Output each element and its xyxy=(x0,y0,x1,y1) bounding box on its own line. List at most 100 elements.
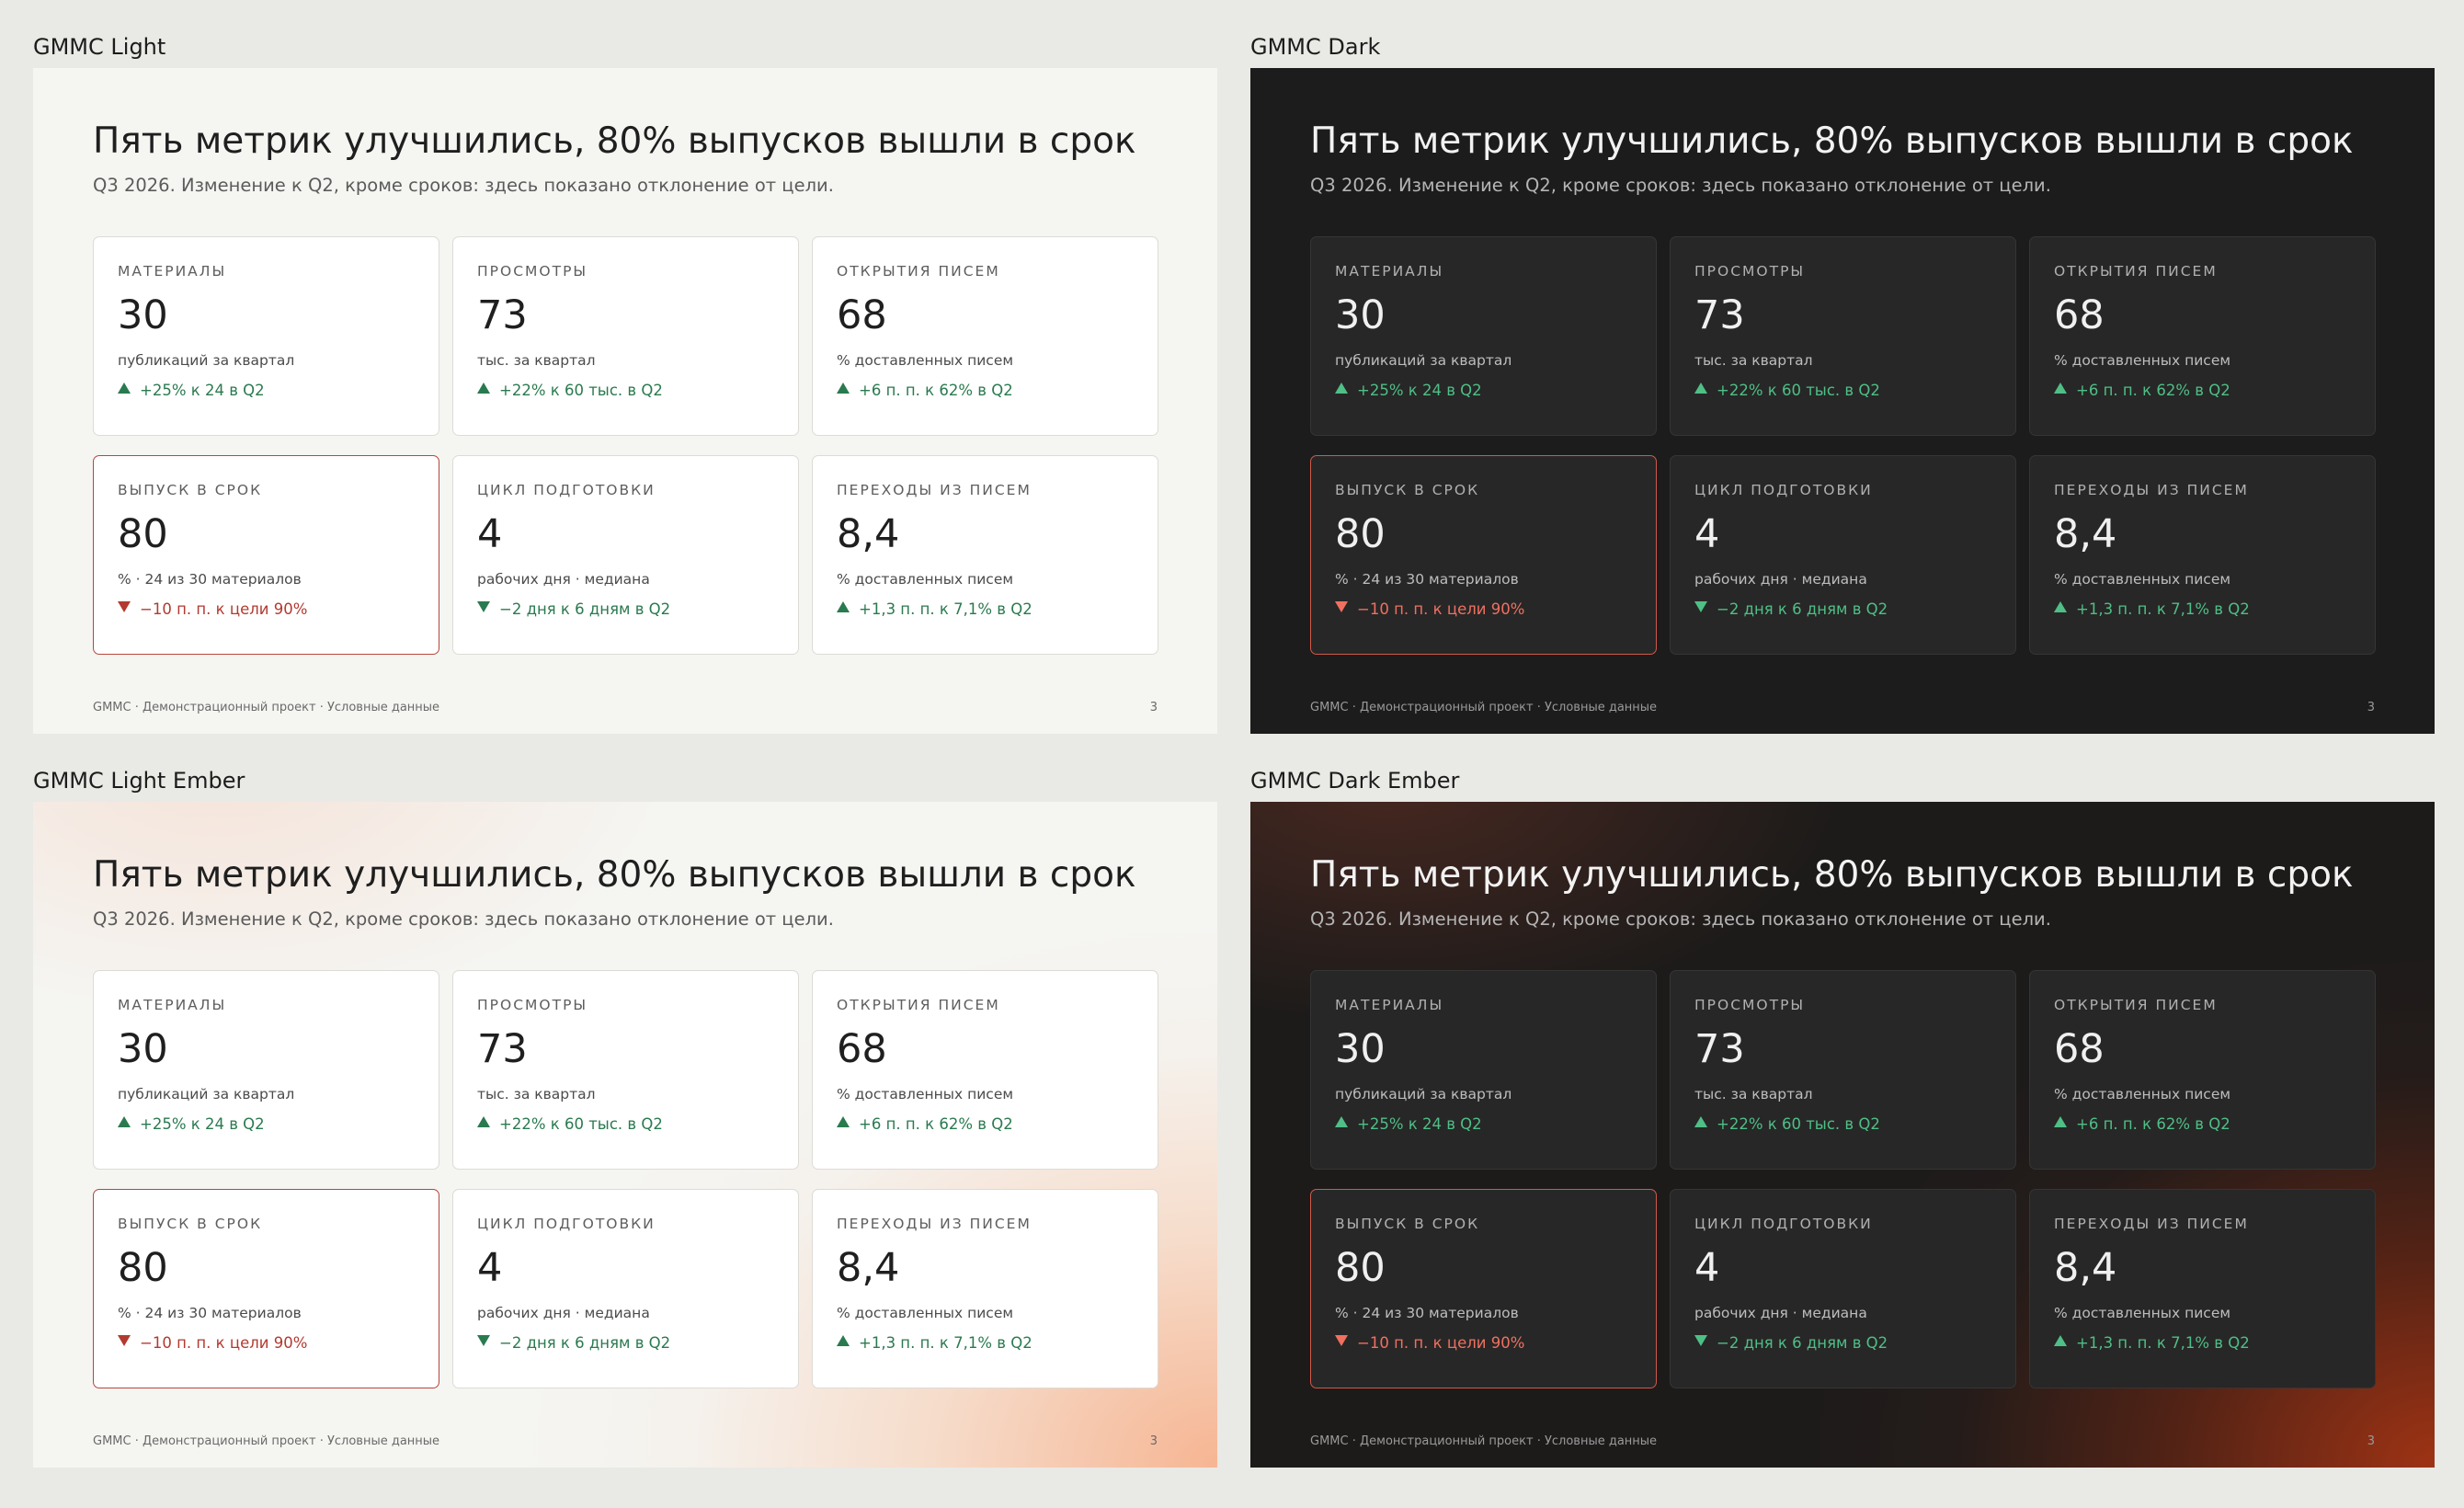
kpi-unit: % доставленных писем xyxy=(2054,1305,2231,1321)
kpi-value: 68 xyxy=(2054,292,2105,338)
page-number: 3 xyxy=(1149,1434,1158,1448)
kpi-delta: −2 дня к 6 дням в Q2 xyxy=(477,600,774,620)
kpi-unit: % доставленных писем xyxy=(2054,352,2231,369)
kpi-delta-text: +22% к 60 тыс. в Q2 xyxy=(1717,382,1880,399)
kpi-unit: % · 24 из 30 материалов xyxy=(1335,1305,1519,1321)
kpi-value: 4 xyxy=(477,1245,503,1291)
kpi-delta: +22% к 60 тыс. в Q2 xyxy=(1694,1114,1991,1135)
slide-title: Пять метрик улучшились, 80% выпусков выш… xyxy=(93,854,1136,896)
kpi-card-email-clicks: ПЕРЕХОДЫ ИЗ ПИСЕМ 8,4 % доставленных писем… xyxy=(812,1189,1158,1388)
kpi-value: 73 xyxy=(1694,1026,1745,1072)
kpi-value: 73 xyxy=(477,1026,528,1072)
kpi-unit: тыс. за квартал xyxy=(477,1086,596,1102)
kpi-card-prep-cycle: ЦИКЛ ПОДГОТОВКИ 4 рабочих дня · медиана −2 … xyxy=(1670,1189,2016,1388)
triangle-up-icon xyxy=(2054,601,2067,612)
kpi-label: ОТКРЫТИЯ ПИСЕМ xyxy=(837,997,1000,1013)
kpi-unit: % · 24 из 30 материалов xyxy=(118,1305,302,1321)
kpi-value: 30 xyxy=(118,292,168,338)
kpi-unit: % доставленных писем xyxy=(837,1086,1014,1102)
kpi-value: 68 xyxy=(837,1026,887,1072)
triangle-up-icon xyxy=(837,383,850,394)
kpi-value: 8,4 xyxy=(2054,1245,2117,1291)
panel-label: GMMC Dark Ember xyxy=(1250,768,1460,794)
kpi-delta: −10 п. п. к цели 90% xyxy=(118,1333,415,1354)
kpi-delta: +6 п. п. к 62% в Q2 xyxy=(2054,381,2351,401)
kpi-delta-text: −2 дня к 6 дням в Q2 xyxy=(1717,1334,1888,1352)
kpi-delta: −2 дня к 6 дням в Q2 xyxy=(1694,600,1991,620)
kpi-label: ПРОСМОТРЫ xyxy=(1694,263,1806,280)
kpi-unit: % доставленных писем xyxy=(837,352,1014,369)
panel-label: GMMC Light Ember xyxy=(33,768,245,794)
triangle-down-icon xyxy=(1335,601,1348,612)
kpi-unit: тыс. за квартал xyxy=(1694,1086,1813,1102)
slide-footer: GMMC · Демонстрационный проект · Условны… xyxy=(1310,701,1658,714)
kpi-label: МАТЕРИАЛЫ xyxy=(1335,997,1444,1013)
slide-preview[interactable]: Пять метрик улучшились, 80% выпусков выш… xyxy=(33,802,1217,1468)
panel-label: GMMC Dark xyxy=(1250,34,1381,60)
kpi-delta: +25% к 24 в Q2 xyxy=(1335,1114,1632,1135)
triangle-up-icon xyxy=(837,1116,850,1127)
slide-subtitle: Q3 2026. Изменение к Q2, кроме сроков: з… xyxy=(93,175,834,196)
kpi-value: 73 xyxy=(477,292,528,338)
kpi-grid: МАТЕРИАЛЫ 30 публикаций за квартал +25% к 2… xyxy=(1310,970,2410,1388)
kpi-delta: +22% к 60 тыс. в Q2 xyxy=(1694,381,1991,401)
triangle-down-icon xyxy=(1335,1335,1348,1346)
kpi-card-on-time-release: ВЫПУСК В СРОК 80 % · 24 из 30 материалов −1… xyxy=(93,1189,439,1388)
kpi-label: ЦИКЛ ПОДГОТОВКИ xyxy=(477,482,656,498)
slide-preview[interactable]: Пять метрик улучшились, 80% выпусков выш… xyxy=(33,68,1217,734)
kpi-card-views: ПРОСМОТРЫ 73 тыс. за квартал +22% к 60 тыс.… xyxy=(452,970,799,1170)
kpi-delta: +6 п. п. к 62% в Q2 xyxy=(837,1114,1134,1135)
kpi-card-prep-cycle: ЦИКЛ ПОДГОТОВКИ 4 рабочих дня · медиана −2 … xyxy=(1670,455,2016,655)
slide-preview[interactable]: Пять метрик улучшились, 80% выпусков выш… xyxy=(1250,802,2435,1468)
slide-title: Пять метрик улучшились, 80% выпусков выш… xyxy=(1310,854,2354,896)
kpi-value: 4 xyxy=(1694,511,1720,557)
kpi-grid: МАТЕРИАЛЫ 30 публикаций за квартал +25% к 2… xyxy=(93,970,1192,1388)
kpi-delta-text: −2 дня к 6 дням в Q2 xyxy=(499,600,671,618)
triangle-up-icon xyxy=(1335,1116,1348,1127)
triangle-up-icon xyxy=(1694,1116,1707,1127)
kpi-label: МАТЕРИАЛЫ xyxy=(118,997,227,1013)
kpi-value: 4 xyxy=(477,511,503,557)
kpi-label: ЦИКЛ ПОДГОТОВКИ xyxy=(477,1216,656,1232)
slide-footer: GMMC · Демонстрационный проект · Условны… xyxy=(93,701,440,714)
triangle-up-icon xyxy=(118,1116,131,1127)
kpi-card-email-clicks: ПЕРЕХОДЫ ИЗ ПИСЕМ 8,4 % доставленных писем… xyxy=(2029,455,2376,655)
kpi-delta: +1,3 п. п. к 7,1% в Q2 xyxy=(2054,600,2351,620)
triangle-up-icon xyxy=(118,383,131,394)
slide-title: Пять метрик улучшились, 80% выпусков выш… xyxy=(1310,120,2354,162)
kpi-value: 8,4 xyxy=(2054,511,2117,557)
kpi-card-email-opens: ОТКРЫТИЯ ПИСЕМ 68 % доставленных писем +6 п… xyxy=(812,970,1158,1170)
kpi-value: 8,4 xyxy=(837,1245,900,1291)
triangle-down-icon xyxy=(118,1335,131,1346)
kpi-delta: +6 п. п. к 62% в Q2 xyxy=(837,381,1134,401)
kpi-delta-text: −10 п. п. к цели 90% xyxy=(140,600,308,618)
kpi-delta: −10 п. п. к цели 90% xyxy=(118,600,415,620)
triangle-down-icon xyxy=(477,601,490,612)
kpi-delta-text: +22% к 60 тыс. в Q2 xyxy=(1717,1115,1880,1133)
kpi-label: ПЕРЕХОДЫ ИЗ ПИСЕМ xyxy=(837,482,1032,498)
kpi-delta: +25% к 24 в Q2 xyxy=(1335,381,1632,401)
kpi-delta-text: +25% к 24 в Q2 xyxy=(1357,382,1482,399)
kpi-card-prep-cycle: ЦИКЛ ПОДГОТОВКИ 4 рабочих дня · медиана −2 … xyxy=(452,455,799,655)
kpi-label: ВЫПУСК В СРОК xyxy=(1335,482,1480,498)
kpi-delta: +25% к 24 в Q2 xyxy=(118,381,415,401)
triangle-up-icon xyxy=(1335,383,1348,394)
slide-preview[interactable]: Пять метрик улучшились, 80% выпусков выш… xyxy=(1250,68,2435,734)
kpi-label: ПРОСМОТРЫ xyxy=(477,997,588,1013)
triangle-down-icon xyxy=(1694,601,1707,612)
kpi-label: ЦИКЛ ПОДГОТОВКИ xyxy=(1694,482,1873,498)
kpi-delta-text: +22% к 60 тыс. в Q2 xyxy=(499,382,663,399)
triangle-down-icon xyxy=(118,601,131,612)
kpi-delta: +1,3 п. п. к 7,1% в Q2 xyxy=(2054,1333,2351,1354)
kpi-label: ПРОСМОТРЫ xyxy=(477,263,588,280)
triangle-up-icon xyxy=(2054,1335,2067,1346)
kpi-delta-text: +1,3 п. п. к 7,1% в Q2 xyxy=(2076,600,2250,618)
triangle-up-icon xyxy=(1694,383,1707,394)
kpi-value: 8,4 xyxy=(837,511,900,557)
kpi-label: ОТКРЫТИЯ ПИСЕМ xyxy=(2054,263,2218,280)
kpi-delta: −2 дня к 6 дням в Q2 xyxy=(1694,1333,1991,1354)
kpi-label: ПЕРЕХОДЫ ИЗ ПИСЕМ xyxy=(2054,482,2249,498)
triangle-down-icon xyxy=(1694,1335,1707,1346)
slide-subtitle: Q3 2026. Изменение к Q2, кроме сроков: з… xyxy=(1310,175,2051,196)
kpi-card-views: ПРОСМОТРЫ 73 тыс. за квартал +22% к 60 тыс.… xyxy=(1670,970,2016,1170)
